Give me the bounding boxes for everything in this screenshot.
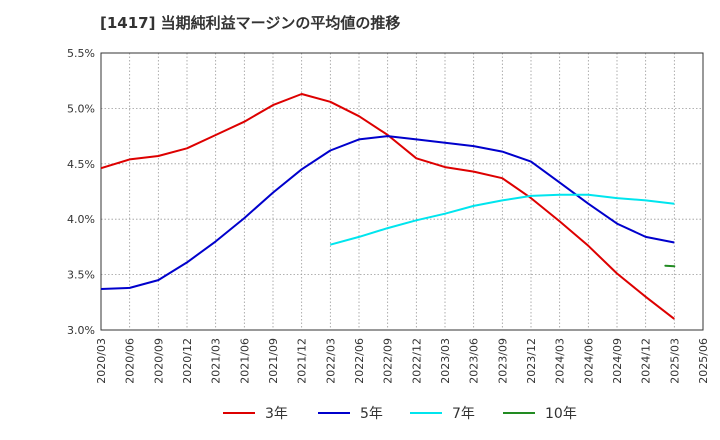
series-line-1: [100, 93, 675, 320]
legend-label-2: 5年: [360, 406, 383, 422]
x-tick-label: 2020/03: [95, 338, 108, 384]
series-line-4: [664, 264, 676, 268]
x-tick-label: 2024/09: [611, 338, 624, 384]
y-tick-label: 3.5%: [67, 269, 95, 282]
x-tick-label: 2022/09: [382, 338, 395, 384]
legend-label-3: 7年: [452, 406, 475, 422]
legend-label-4: 10年: [545, 406, 577, 422]
x-tick-label: 2021/03: [210, 338, 223, 384]
x-tick-label: 2020/09: [152, 338, 165, 384]
x-tick-label: 2025/06: [697, 338, 710, 384]
y-tick-label: 5.5%: [67, 47, 95, 60]
x-tick-label: 2023/12: [525, 338, 538, 384]
x-tick-label: 2024/12: [640, 338, 653, 384]
x-tick-label: 2021/06: [238, 338, 251, 384]
y-tick-label: 4.0%: [67, 213, 95, 226]
x-tick-label: 2023/03: [439, 338, 452, 384]
x-tick-label: 2023/09: [496, 338, 509, 384]
y-tick-label: 3.0%: [67, 324, 95, 337]
x-tick-label: 2024/03: [554, 338, 567, 384]
x-tick-label: 2022/06: [353, 338, 366, 384]
x-tick-label: 2021/12: [296, 338, 309, 384]
series-line-2: [100, 135, 675, 290]
legend-label-1: 3年: [265, 406, 288, 422]
x-tick-label: 2021/09: [267, 338, 280, 384]
x-tick-label: 2022/12: [410, 338, 423, 384]
y-tick-label: 5.0%: [67, 102, 95, 115]
x-tick-label: 2022/03: [324, 338, 337, 384]
y-tick-label: 4.5%: [67, 158, 95, 171]
plot-area: [101, 53, 703, 330]
x-tick-label: 2020/06: [124, 338, 137, 384]
series-line-3: [330, 193, 675, 246]
plot-border: [100, 52, 704, 331]
x-tick-label: 2020/12: [181, 338, 194, 384]
chart-title: [1417] 当期純利益マージンの平均値の推移: [100, 14, 401, 32]
x-tick-label: 2025/03: [668, 338, 681, 384]
x-tick-label: 2024/06: [582, 338, 595, 384]
x-tick-label: 2023/06: [468, 338, 481, 384]
